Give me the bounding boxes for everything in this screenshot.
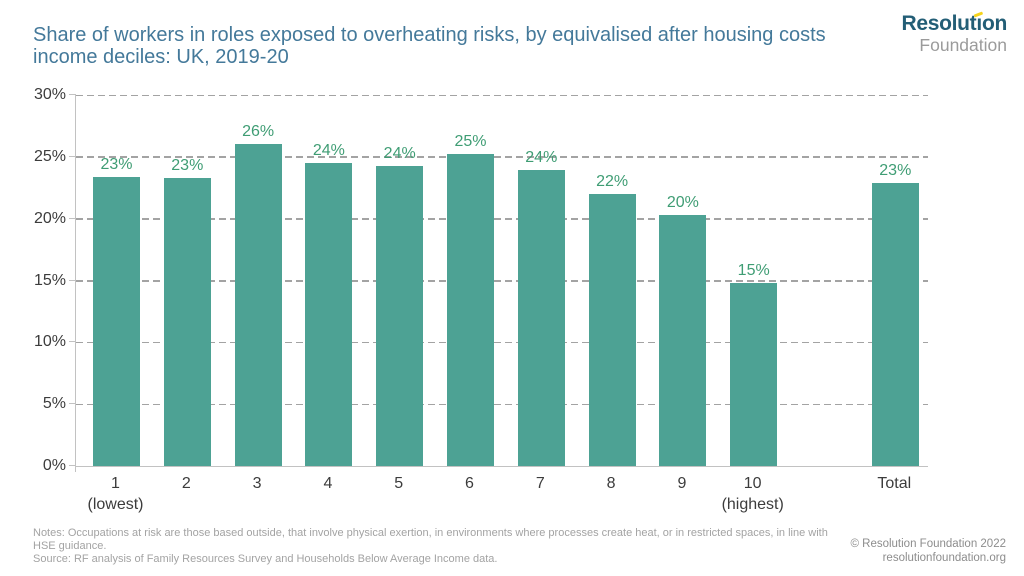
gridline-25: [76, 156, 928, 158]
logo-foundation-text: Foundation: [919, 35, 1007, 55]
copyright-block: © Resolution Foundation 2022 resolutionf…: [850, 537, 1006, 565]
chart-title: Share of workers in roles exposed to ove…: [33, 24, 826, 68]
x-category-main: 9: [677, 475, 687, 492]
plot-area: 23% 23% 26% 24% 24% 25% 24% 22% 20% 15% 23%: [69, 94, 928, 472]
y-tick-mark: [69, 94, 76, 95]
x-category-label-10: 10 (highest): [698, 473, 808, 515]
website-text: resolutionfoundation.org: [882, 552, 1006, 564]
y-tick-label-10%: 10%: [33, 333, 66, 351]
bar-value-label-6: 25%: [454, 133, 487, 151]
x-category-main: 4: [323, 475, 333, 492]
copyright-text: © Resolution Foundation 2022: [850, 538, 1006, 550]
bar-value-label-4: 24%: [312, 142, 345, 160]
y-tick-mark: [69, 279, 76, 281]
bar-8: [588, 193, 636, 466]
bar-10: [730, 282, 778, 466]
gridline-20: [76, 218, 928, 220]
x-category-label-8: 8: [556, 473, 666, 494]
x-category-main: 3: [252, 475, 262, 492]
gridline-15: [76, 280, 928, 282]
y-axis: 0% 5% 10% 15% 20% 25% 30%: [0, 86, 66, 474]
bar-value-label-7: 24%: [525, 149, 558, 167]
x-category-main: 2: [181, 475, 191, 492]
x-category-label-5: 5: [344, 473, 454, 494]
x-category-main: 6: [465, 475, 474, 492]
bar-7: [517, 170, 565, 466]
x-category-label-4: 4: [273, 473, 383, 494]
y-tick-label-5%: 5%: [42, 395, 66, 413]
gridline-5: [76, 403, 928, 406]
bar-9: [659, 214, 707, 466]
x-category-label-6: 6: [415, 473, 525, 494]
bar-1: [93, 176, 140, 466]
y-tick-label-0%: 0%: [42, 457, 66, 474]
y-tick-mark: [69, 217, 76, 219]
bar-value-label-5: 24%: [383, 144, 416, 162]
bar-3: [234, 144, 282, 466]
x-category-main: 1: [111, 475, 120, 492]
x-category-main: 7: [535, 475, 545, 492]
x-category-main: 8: [606, 475, 616, 492]
x-category-label-2: 2: [131, 473, 241, 494]
x-category-main: Total: [877, 475, 912, 492]
y-tick-mark: [69, 403, 76, 405]
bar-5: [376, 165, 424, 466]
logo-text-pre: Resolut: [901, 12, 977, 35]
y-tick-mark: [69, 155, 76, 157]
y-tick-mark: [69, 465, 76, 466]
y-tick-label-15%: 15%: [33, 271, 66, 289]
bar-value-label-10: 15%: [737, 261, 770, 279]
bar-2: [163, 177, 211, 466]
x-category-label-7: 7: [485, 473, 595, 494]
x-category-sub: (lowest): [87, 496, 144, 513]
x-category-label-total: Total: [839, 473, 949, 494]
y-tick-label-20%: 20%: [33, 209, 66, 227]
x-category-sub: (highest): [721, 496, 784, 513]
x-category-label-1: 1 (lowest): [61, 473, 171, 515]
x-axis: 1 (lowest) 2 3 4 5 6 7 8 9 10 (highest) Total: [75, 473, 927, 523]
y-tick-label-25%: 25%: [33, 147, 66, 165]
bar-value-label-total: 23%: [879, 161, 912, 179]
bar-4: [305, 163, 353, 466]
bar-value-label-9: 20%: [666, 193, 699, 211]
bar-total: [871, 182, 919, 466]
y-tick-label-30%: 30%: [33, 86, 66, 103]
bar-value-label-2: 23%: [171, 156, 204, 174]
logo-text-i: ı: [976, 12, 982, 35]
y-tick-mark: [69, 341, 76, 343]
source-text: Source: RF analysis of Family Resources …: [33, 553, 498, 565]
x-category-main: 5: [394, 475, 404, 492]
x-axis-origin-tick: [75, 466, 76, 472]
rf-logo: Resolut ıon Foundation: [901, 11, 1007, 55]
bar-value-label-8: 22%: [596, 172, 629, 190]
bar-value-label-1: 23%: [100, 155, 133, 173]
bar-6: [447, 154, 494, 466]
footnotes: Notes: Occupations at risk are those bas…: [33, 527, 838, 566]
bar-value-label-3: 26%: [242, 123, 275, 141]
notes-text: Notes: Occupations at risk are those bas…: [33, 527, 828, 552]
logo-text-post: on: [981, 12, 1007, 35]
x-category-label-9: 9: [627, 473, 737, 494]
x-category-main: 10: [743, 475, 762, 492]
gridline-10: [76, 341, 928, 344]
gridline-30: [76, 94, 928, 96]
x-category-label-3: 3: [202, 473, 312, 494]
logo-resolution-text: Resolut ıon: [901, 11, 1007, 35]
